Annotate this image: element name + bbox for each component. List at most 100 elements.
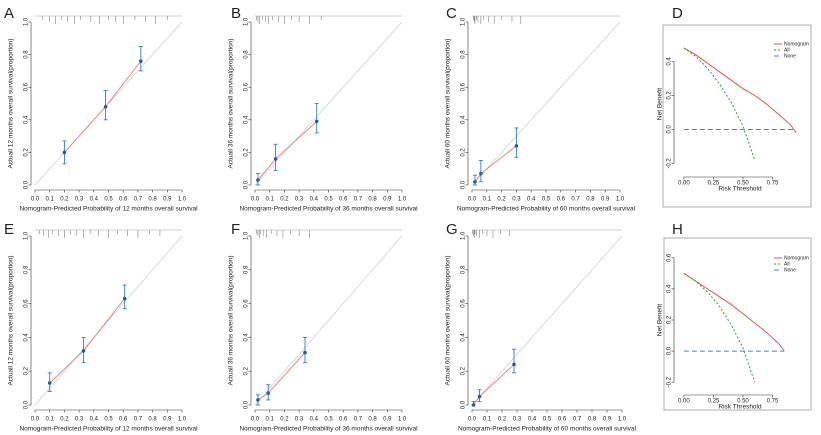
x-tick-label: 0.8 <box>368 417 377 423</box>
panel-letter: C <box>446 5 457 22</box>
calibration-line <box>257 352 306 401</box>
panel-frame <box>662 24 812 208</box>
x-tick-label: 0.6 <box>339 197 348 203</box>
panel-letter: D <box>672 5 683 22</box>
panel-letter: A <box>4 5 14 22</box>
x-tick-label: 0.1 <box>483 197 492 203</box>
point <box>62 150 67 155</box>
x-tick-label: 0.8 <box>148 197 157 203</box>
point <box>479 171 483 176</box>
y-axis-label: Actuall 36 months overall survival(propo… <box>228 255 235 385</box>
x-tick-label: 0.5 <box>324 197 333 203</box>
x-tick-label: 0.8 <box>368 197 377 203</box>
x-tick-label: 0.0 <box>251 417 260 423</box>
point <box>471 403 476 407</box>
x-tick-label: 0.2 <box>280 417 289 423</box>
error-bar <box>514 127 519 158</box>
x-tick-label: 0.6 <box>119 197 128 203</box>
y-tick-label: 0.8 <box>244 265 250 274</box>
panel-letter: B <box>231 5 241 22</box>
panel: H 0.00 0.25 0.50 0.75 -0.2 0.0 0.2 0.4 0.6 Risk Th… <box>657 221 812 411</box>
x-tick-label: 0.4 <box>90 197 99 203</box>
x-tick-label: 0.2 <box>280 197 289 203</box>
x-tick-label: 0.5 <box>104 197 113 203</box>
x-tick-label: 0.4 <box>310 417 319 423</box>
x-tick-label: 0.0 <box>468 417 477 423</box>
y-tick-label: 0.6 <box>667 253 673 262</box>
x-tick-label: 0.1 <box>46 197 55 203</box>
x-tick-label: 0.7 <box>354 197 363 203</box>
x-tick-label: 0.3 <box>295 417 304 423</box>
y-tick-label: 0.0 <box>667 125 673 134</box>
reference-line <box>254 21 403 186</box>
x-tick-label: 0.8 <box>148 417 157 423</box>
x-tick-label: 0.1 <box>483 417 492 423</box>
point <box>103 104 108 109</box>
y-tick-label: 0.8 <box>461 50 467 59</box>
x-tick-label: 0.50 <box>737 399 749 405</box>
y-tick-label: 1.0 <box>244 17 250 26</box>
calibration-line <box>49 298 126 384</box>
point <box>273 157 278 161</box>
x-tick-label: 0.6 <box>557 197 566 203</box>
reference-line <box>34 235 183 406</box>
y-tick-label: 0.2 <box>244 148 250 157</box>
y-tick-label: 0.0 <box>244 180 250 189</box>
x-tick-label: 1.0 <box>618 417 627 423</box>
legend-label: Nomogram <box>784 255 809 261</box>
x-tick-label: 0.0 <box>468 197 477 203</box>
y-tick-label: 0.4 <box>244 333 250 342</box>
y-tick-label: 0.8 <box>24 265 30 274</box>
panel-letter: F <box>231 221 240 238</box>
y-tick-label: 0.0 <box>667 346 673 355</box>
y-tick-label: 0.6 <box>244 82 250 91</box>
y-tick-label: 0.4 <box>461 333 467 342</box>
x-axis-label: Nomogram-Predicted Probability of 60 mon… <box>458 426 637 433</box>
point <box>256 178 260 182</box>
y-tick-label: 1.0 <box>24 17 30 26</box>
y-axis-label: Actuall 12 months overall survival(propo… <box>8 255 15 385</box>
y-tick-label: 0.4 <box>461 115 467 124</box>
y-axis-label: Actuall 60 months overall survival(propo… <box>445 38 452 168</box>
x-tick-label: 0.2 <box>498 417 507 423</box>
x-tick-label: 0.3 <box>75 417 84 423</box>
error-bar <box>138 46 143 72</box>
x-tick-label: 0.2 <box>497 197 506 203</box>
series-line <box>683 47 797 134</box>
point <box>47 381 52 385</box>
y-tick-label: 1.0 <box>24 231 30 240</box>
x-tick-label: 1.0 <box>398 197 407 203</box>
y-axis-label: Actuall 60 months overall survival(propo… <box>445 255 452 385</box>
reference-line <box>471 21 621 186</box>
panel-letter: G <box>446 221 458 238</box>
x-tick-label: 0.0 <box>31 197 40 203</box>
x-tick-label: 0.1 <box>46 417 55 423</box>
panel: C 0.0 0.1 0.2 0.3 0.4 0.5 0.6 0.7 0.8 0.9 1.0 0.0 0.2… <box>445 5 636 213</box>
y-tick-label: 1.0 <box>244 231 250 240</box>
error-bar <box>314 103 319 134</box>
y-tick-label: 0.6 <box>461 82 467 91</box>
x-tick-label: 0.0 <box>251 197 260 203</box>
x-axis-label: Nomogram-Predicted Probability of 12 mon… <box>19 426 198 433</box>
y-tick-label: 0.4 <box>244 115 250 124</box>
x-tick-label: 0.5 <box>542 197 551 203</box>
x-tick-label: 0.5 <box>543 417 552 423</box>
panel-letter: H <box>672 221 683 238</box>
x-tick-label: 0.9 <box>163 197 172 203</box>
panel: G 0.0 0.1 0.2 0.3 0.4 0.5 0.6 0.7 0.8 0.9 1.0 0.0 0.2… <box>445 221 637 433</box>
y-tick-label: -0.2 <box>667 376 673 387</box>
reference-line <box>471 235 623 406</box>
x-tick-label: 0.7 <box>354 417 363 423</box>
x-tick-label: 0.9 <box>601 197 610 203</box>
y-tick-label: 0.0 <box>461 400 467 409</box>
x-tick-label: 0.2 <box>60 197 69 203</box>
reference-line <box>254 235 403 406</box>
series-line <box>683 47 756 161</box>
panel-letter: E <box>4 221 14 238</box>
x-tick-label: 0.4 <box>527 197 536 203</box>
y-axis-label: Actuall 12 months overall survival(propo… <box>8 38 15 168</box>
y-tick-label: -0.2 <box>667 158 673 169</box>
y-tick-label: 0.8 <box>461 265 467 274</box>
x-tick-label: 0.6 <box>558 417 567 423</box>
x-axis-label: Risk Threshold <box>718 404 762 411</box>
